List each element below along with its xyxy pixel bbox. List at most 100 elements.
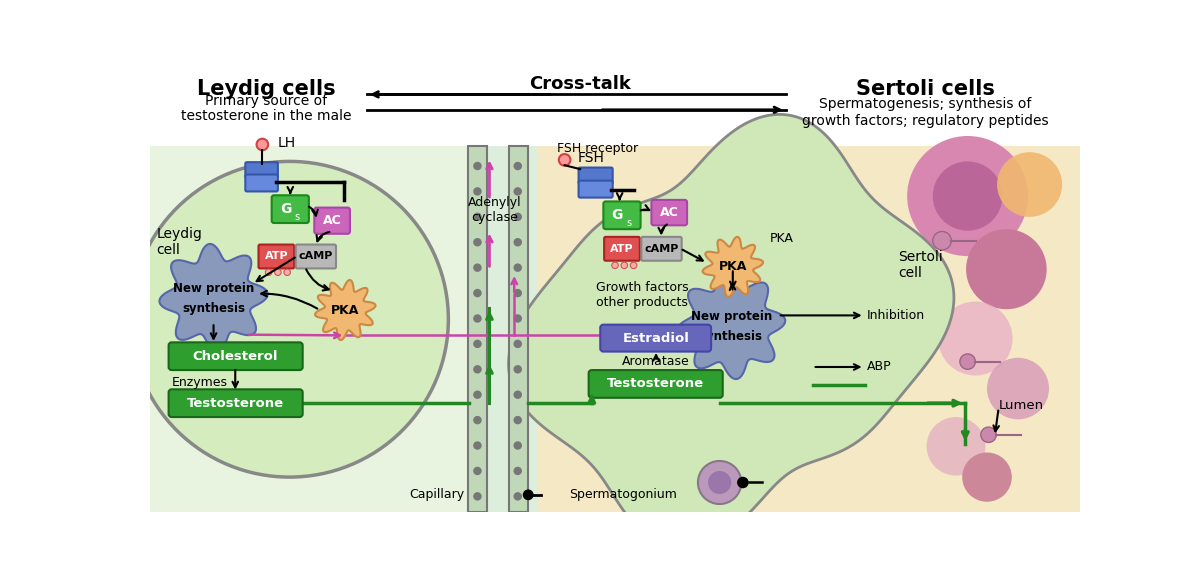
Circle shape xyxy=(473,187,481,196)
FancyBboxPatch shape xyxy=(468,146,487,512)
Circle shape xyxy=(473,390,481,399)
Circle shape xyxy=(986,358,1049,419)
Text: Testosterone: Testosterone xyxy=(187,397,284,409)
Text: Adenylyl
cyclase: Adenylyl cyclase xyxy=(468,196,522,224)
FancyBboxPatch shape xyxy=(258,244,294,269)
Circle shape xyxy=(514,315,522,323)
Text: PKA: PKA xyxy=(331,304,360,316)
Circle shape xyxy=(514,162,522,170)
Circle shape xyxy=(960,354,976,369)
Text: G: G xyxy=(612,208,623,223)
Circle shape xyxy=(514,441,522,450)
Circle shape xyxy=(514,238,522,247)
Text: Spermatogenesis; synthesis of
growth factors; regulatory peptides: Spermatogenesis; synthesis of growth fac… xyxy=(802,98,1049,128)
Text: Testosterone: Testosterone xyxy=(607,377,704,390)
Text: Enzymes: Enzymes xyxy=(172,376,228,389)
Circle shape xyxy=(622,262,628,269)
Circle shape xyxy=(559,154,570,166)
Text: Cross-talk: Cross-talk xyxy=(529,75,631,93)
FancyBboxPatch shape xyxy=(314,208,350,234)
Text: Inhibition: Inhibition xyxy=(866,309,925,322)
Circle shape xyxy=(514,213,522,221)
Text: G: G xyxy=(280,202,292,216)
Circle shape xyxy=(473,492,481,501)
Text: testosterone in the male: testosterone in the male xyxy=(181,109,352,123)
Text: Sertoli
cell: Sertoli cell xyxy=(898,250,943,281)
Text: ATP: ATP xyxy=(610,244,634,254)
Circle shape xyxy=(997,152,1062,217)
Text: s: s xyxy=(626,218,631,228)
Text: FSH: FSH xyxy=(578,151,605,166)
Circle shape xyxy=(473,467,481,475)
FancyBboxPatch shape xyxy=(295,244,336,269)
Circle shape xyxy=(932,162,1002,231)
FancyBboxPatch shape xyxy=(245,174,278,191)
FancyBboxPatch shape xyxy=(641,237,682,260)
FancyBboxPatch shape xyxy=(578,167,613,184)
Text: cAMP: cAMP xyxy=(299,251,334,262)
Circle shape xyxy=(737,477,749,488)
Circle shape xyxy=(966,229,1046,309)
Circle shape xyxy=(612,262,618,269)
Circle shape xyxy=(514,365,522,374)
Circle shape xyxy=(514,187,522,196)
Text: cAMP: cAMP xyxy=(644,244,679,254)
Text: ATP: ATP xyxy=(264,251,288,262)
Polygon shape xyxy=(509,114,954,547)
Text: Leydig cells: Leydig cells xyxy=(197,79,336,99)
Text: Aromatase: Aromatase xyxy=(623,355,690,368)
Circle shape xyxy=(257,139,268,150)
Text: FSH receptor: FSH receptor xyxy=(557,142,638,155)
Circle shape xyxy=(514,289,522,297)
FancyBboxPatch shape xyxy=(604,201,641,229)
Circle shape xyxy=(907,136,1028,256)
Circle shape xyxy=(473,213,481,221)
Circle shape xyxy=(473,416,481,424)
Circle shape xyxy=(473,340,481,348)
Polygon shape xyxy=(677,272,785,379)
FancyBboxPatch shape xyxy=(150,146,468,512)
Circle shape xyxy=(131,162,449,477)
FancyBboxPatch shape xyxy=(168,342,302,370)
FancyBboxPatch shape xyxy=(468,146,538,512)
Circle shape xyxy=(630,262,637,269)
Text: PKA: PKA xyxy=(770,232,794,245)
Circle shape xyxy=(514,416,522,424)
Polygon shape xyxy=(702,237,763,297)
Text: Cholesterol: Cholesterol xyxy=(192,350,278,363)
Circle shape xyxy=(473,365,481,374)
FancyBboxPatch shape xyxy=(600,325,712,351)
Text: synthesis: synthesis xyxy=(182,302,245,315)
Circle shape xyxy=(514,390,522,399)
FancyBboxPatch shape xyxy=(509,146,528,512)
FancyBboxPatch shape xyxy=(245,162,278,178)
Text: New protein: New protein xyxy=(691,310,772,323)
Circle shape xyxy=(514,340,522,348)
Circle shape xyxy=(473,162,481,170)
FancyBboxPatch shape xyxy=(168,389,302,417)
Circle shape xyxy=(708,471,731,494)
Circle shape xyxy=(473,315,481,323)
Polygon shape xyxy=(160,244,268,351)
FancyBboxPatch shape xyxy=(578,181,613,198)
Polygon shape xyxy=(316,280,376,340)
Text: synthesis: synthesis xyxy=(700,329,763,343)
Circle shape xyxy=(926,417,985,476)
Circle shape xyxy=(265,269,272,275)
Circle shape xyxy=(514,492,522,501)
Circle shape xyxy=(284,269,290,275)
Text: PKA: PKA xyxy=(719,260,746,273)
FancyBboxPatch shape xyxy=(271,196,308,223)
FancyBboxPatch shape xyxy=(538,146,1080,512)
Text: Spermatogonium: Spermatogonium xyxy=(569,488,677,501)
Circle shape xyxy=(473,441,481,450)
Circle shape xyxy=(514,467,522,475)
FancyBboxPatch shape xyxy=(150,69,1080,146)
Circle shape xyxy=(523,489,534,500)
Circle shape xyxy=(932,232,952,250)
Circle shape xyxy=(473,238,481,247)
Text: Sertoli cells: Sertoli cells xyxy=(856,79,995,99)
Circle shape xyxy=(275,269,281,275)
Text: s: s xyxy=(295,212,300,222)
Circle shape xyxy=(698,461,742,504)
